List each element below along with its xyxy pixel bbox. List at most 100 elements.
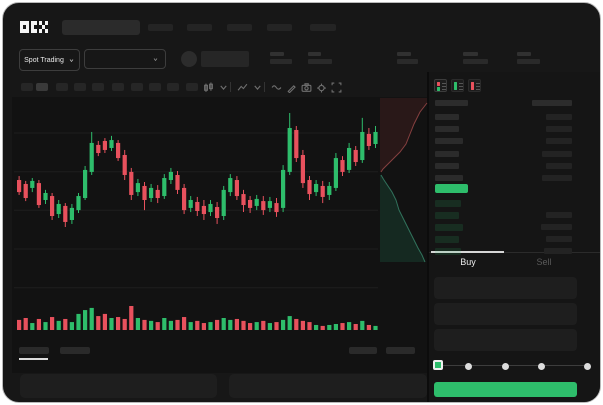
- nav-item[interactable]: [227, 24, 252, 31]
- amount-slider-handle[interactable]: [433, 360, 443, 370]
- tab-sell[interactable]: Sell: [536, 257, 552, 267]
- timeframe-pill[interactable]: [92, 83, 104, 91]
- last-price-pill: [435, 184, 468, 193]
- ask-amount: [546, 138, 572, 145]
- amount-input[interactable]: [434, 303, 577, 325]
- timeframe-pill[interactable]: [149, 83, 161, 91]
- book-line: [459, 88, 463, 90]
- book-line: [476, 82, 480, 84]
- book-view-all-icon[interactable]: [434, 79, 447, 92]
- timeframe-pill[interactable]: [186, 83, 198, 91]
- ask-price: [435, 150, 459, 157]
- ask-row[interactable]: [430, 149, 580, 159]
- trade-tabs-divider: [429, 252, 600, 253]
- bid-amount: [544, 248, 572, 255]
- ask-row[interactable]: [430, 136, 580, 146]
- timeframe-pill[interactable]: [36, 83, 48, 91]
- bid-row[interactable]: [430, 198, 580, 208]
- bid-row[interactable]: [430, 210, 580, 220]
- ask-row[interactable]: [430, 112, 580, 122]
- nav-item[interactable]: [148, 24, 173, 31]
- nav-item[interactable]: [310, 24, 336, 31]
- ask-amount: [546, 114, 572, 120]
- chevron-down-icon[interactable]: [252, 82, 263, 93]
- bid-row[interactable]: [430, 246, 580, 256]
- bid-price: [435, 223, 463, 231]
- coin-icon: [181, 51, 197, 67]
- market-mode-button[interactable]: Spot Trading: [19, 49, 80, 71]
- stat-label: [308, 52, 321, 56]
- book-col-header: [532, 100, 572, 106]
- ask-row[interactable]: [430, 124, 580, 134]
- total-input[interactable]: [434, 329, 577, 351]
- ask-price: [435, 162, 459, 169]
- timeframe-pill[interactable]: [56, 83, 68, 91]
- book-line: [442, 88, 446, 90]
- stat-value: [270, 59, 292, 64]
- timeframe-pill[interactable]: [74, 83, 86, 91]
- slider-step-dot[interactable]: [464, 362, 472, 370]
- stat-value: [308, 59, 332, 64]
- slider-step-dot[interactable]: [501, 362, 509, 370]
- search-input[interactable]: [62, 20, 140, 35]
- bottom-action-box[interactable]: [20, 374, 217, 398]
- ask-row[interactable]: [430, 161, 580, 171]
- pane-option-pill[interactable]: [349, 347, 377, 354]
- stat-label: [463, 52, 478, 56]
- screenshot-icon[interactable]: [301, 82, 312, 93]
- bid-amount: [546, 211, 572, 218]
- fullscreen-icon[interactable]: [331, 82, 342, 93]
- bid-row[interactable]: [430, 222, 580, 232]
- chart-canvas[interactable]: [14, 98, 378, 333]
- bid-row[interactable]: [430, 234, 580, 244]
- buy-submit-button[interactable]: [434, 382, 577, 397]
- pane-option-pill[interactable]: [386, 347, 415, 354]
- settings-icon[interactable]: [316, 82, 327, 93]
- stat-label: [517, 52, 531, 56]
- candle-type-icon[interactable]: [203, 82, 214, 93]
- book-line: [459, 85, 463, 87]
- panel-divider: [427, 72, 429, 402]
- book-line: [476, 85, 480, 87]
- bid-amount: [546, 236, 572, 243]
- volume-pane-tab[interactable]: [19, 347, 49, 354]
- nav-item[interactable]: [267, 24, 292, 31]
- book-color-bar: [454, 82, 457, 90]
- draw-tool-icon[interactable]: [286, 82, 297, 93]
- slider-step-dot[interactable]: [583, 362, 591, 370]
- ask-amount: [546, 162, 572, 169]
- bottom-action-box[interactable]: [229, 374, 427, 398]
- line-tool-icon[interactable]: [271, 82, 282, 93]
- chevron-down-icon: [69, 58, 74, 62]
- ask-price: [435, 114, 459, 120]
- indicators-icon[interactable]: [237, 82, 248, 93]
- active-pane-underline: [19, 358, 48, 360]
- book-line: [442, 85, 446, 87]
- timeframe-pill[interactable]: [131, 83, 143, 91]
- amount-slider-track[interactable]: [438, 365, 588, 366]
- ask-row[interactable]: [430, 173, 580, 183]
- ask-amount: [546, 126, 572, 133]
- chevron-down-icon[interactable]: [218, 82, 229, 93]
- bid-price: [435, 248, 461, 256]
- book-view-bids-icon[interactable]: [451, 79, 464, 92]
- timeframe-pill[interactable]: [21, 83, 33, 91]
- stat-value: [463, 59, 488, 64]
- toolbar-divider: [264, 82, 265, 92]
- slider-step-dot[interactable]: [537, 362, 545, 370]
- book-view-asks-icon[interactable]: [468, 79, 481, 92]
- bid-price: [435, 236, 459, 244]
- book-color-bar: [437, 82, 440, 86]
- timeframe-pill[interactable]: [112, 83, 124, 91]
- nav-item[interactable]: [187, 24, 212, 31]
- chevron-down-icon: [153, 57, 158, 61]
- pair-select[interactable]: [84, 49, 166, 69]
- book-color-bar: [437, 87, 440, 91]
- book-line: [459, 82, 463, 84]
- price-input[interactable]: [434, 277, 577, 299]
- volume-pane-tab[interactable]: [60, 347, 90, 354]
- tab-buy[interactable]: Buy: [460, 257, 476, 267]
- timeframe-pill[interactable]: [167, 83, 179, 91]
- chart-pane: [12, 97, 428, 373]
- okx-logo: [20, 21, 48, 33]
